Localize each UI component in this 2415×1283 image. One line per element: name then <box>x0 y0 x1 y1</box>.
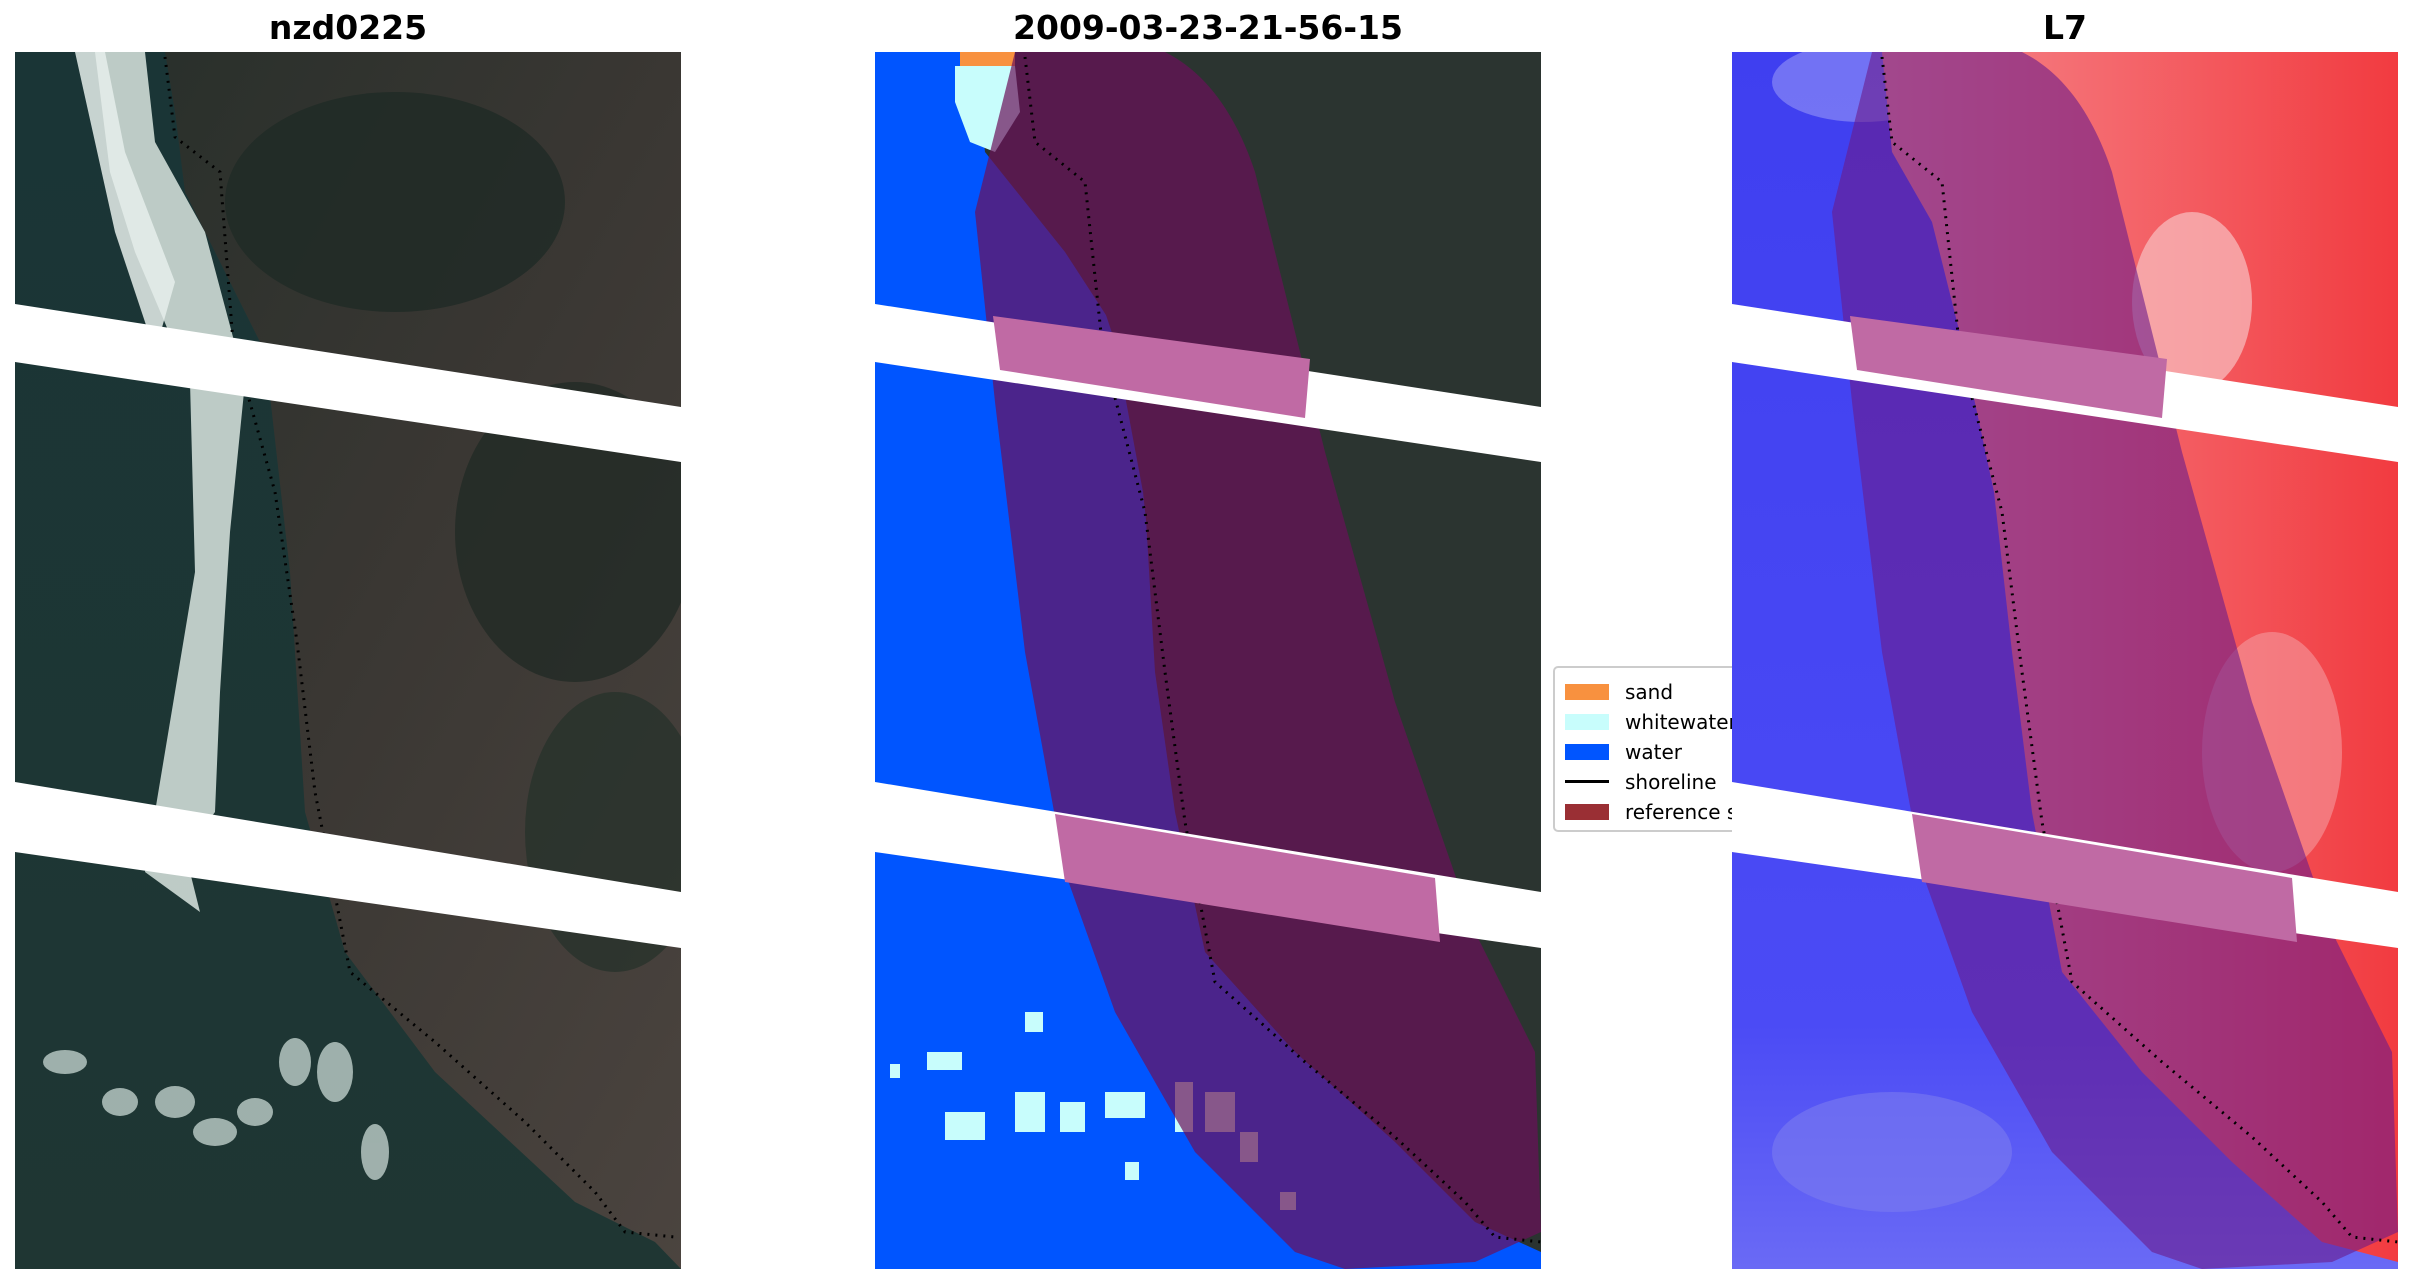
legend-label-water: water <box>1625 740 1682 764</box>
legend-label-shoreline: shoreline <box>1625 770 1717 794</box>
legend-label-sand: sand <box>1625 680 1674 704</box>
panel-title-classification: 2009-03-23-21-56-15 <box>1013 8 1403 47</box>
classification-image <box>875 52 1541 1269</box>
shoreline-line <box>163 56 676 1239</box>
rgb-image <box>15 52 681 1269</box>
legend-swatch-buffer <box>1565 804 1609 820</box>
legend-swatch-water <box>1565 744 1609 760</box>
panel-title-index: L7 <box>2043 8 2087 47</box>
panel-title-rgb: nzd0225 <box>268 8 428 47</box>
index-image-panel <box>1732 52 2398 1269</box>
legend-swatch-whitewater <box>1565 714 1609 730</box>
legend-label-whitewater: whitewater <box>1625 710 1737 734</box>
classification-panel <box>875 52 1541 1269</box>
scanline-gap <box>15 782 681 948</box>
index-image <box>1732 52 2398 1269</box>
legend-swatch-sand <box>1565 684 1609 700</box>
scanline-gap <box>15 304 681 462</box>
legend-line-shoreline <box>1565 780 1609 783</box>
rgb-image-panel <box>15 52 681 1269</box>
